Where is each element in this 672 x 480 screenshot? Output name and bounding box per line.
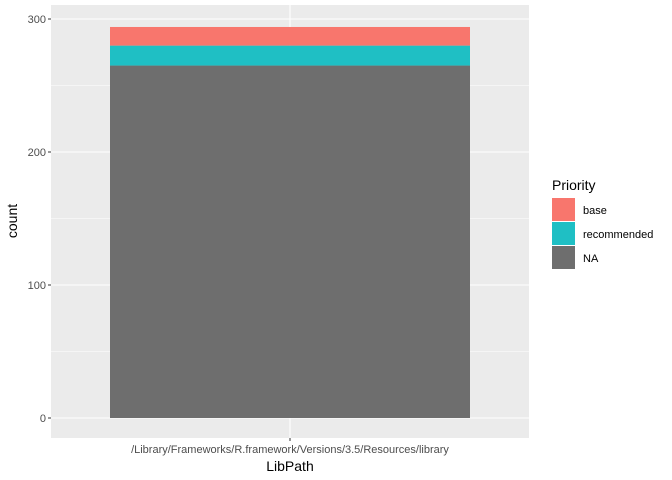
y-tick-label: 200 (28, 147, 46, 159)
legend-key-na (552, 246, 575, 269)
x-axis: /Library/Frameworks/R.framework/Versions… (131, 438, 449, 456)
bar-segment-recommended (110, 45, 470, 66)
bars (110, 26, 470, 419)
legend-label-recommended: recommended (583, 229, 653, 241)
legend-label-na: NA (583, 253, 599, 265)
legend-title: Priority (552, 177, 596, 193)
y-tick-label: 0 (40, 413, 46, 425)
y-tick-label: 100 (28, 280, 46, 292)
legend: Priority base recommended NA (552, 177, 653, 269)
x-tick-label: /Library/Frameworks/R.framework/Versions… (131, 444, 449, 456)
legend-label-base: base (583, 205, 607, 217)
y-tick-label: 300 (28, 14, 46, 26)
bar-segment-base (110, 26, 470, 46)
x-axis-title: LibPath (266, 458, 313, 474)
bar-segment-na (110, 65, 470, 419)
y-axis-title: count (4, 204, 20, 238)
legend-key-recommended (552, 222, 575, 245)
y-axis: 0 100 200 300 (28, 14, 51, 425)
legend-key-base (552, 198, 575, 221)
